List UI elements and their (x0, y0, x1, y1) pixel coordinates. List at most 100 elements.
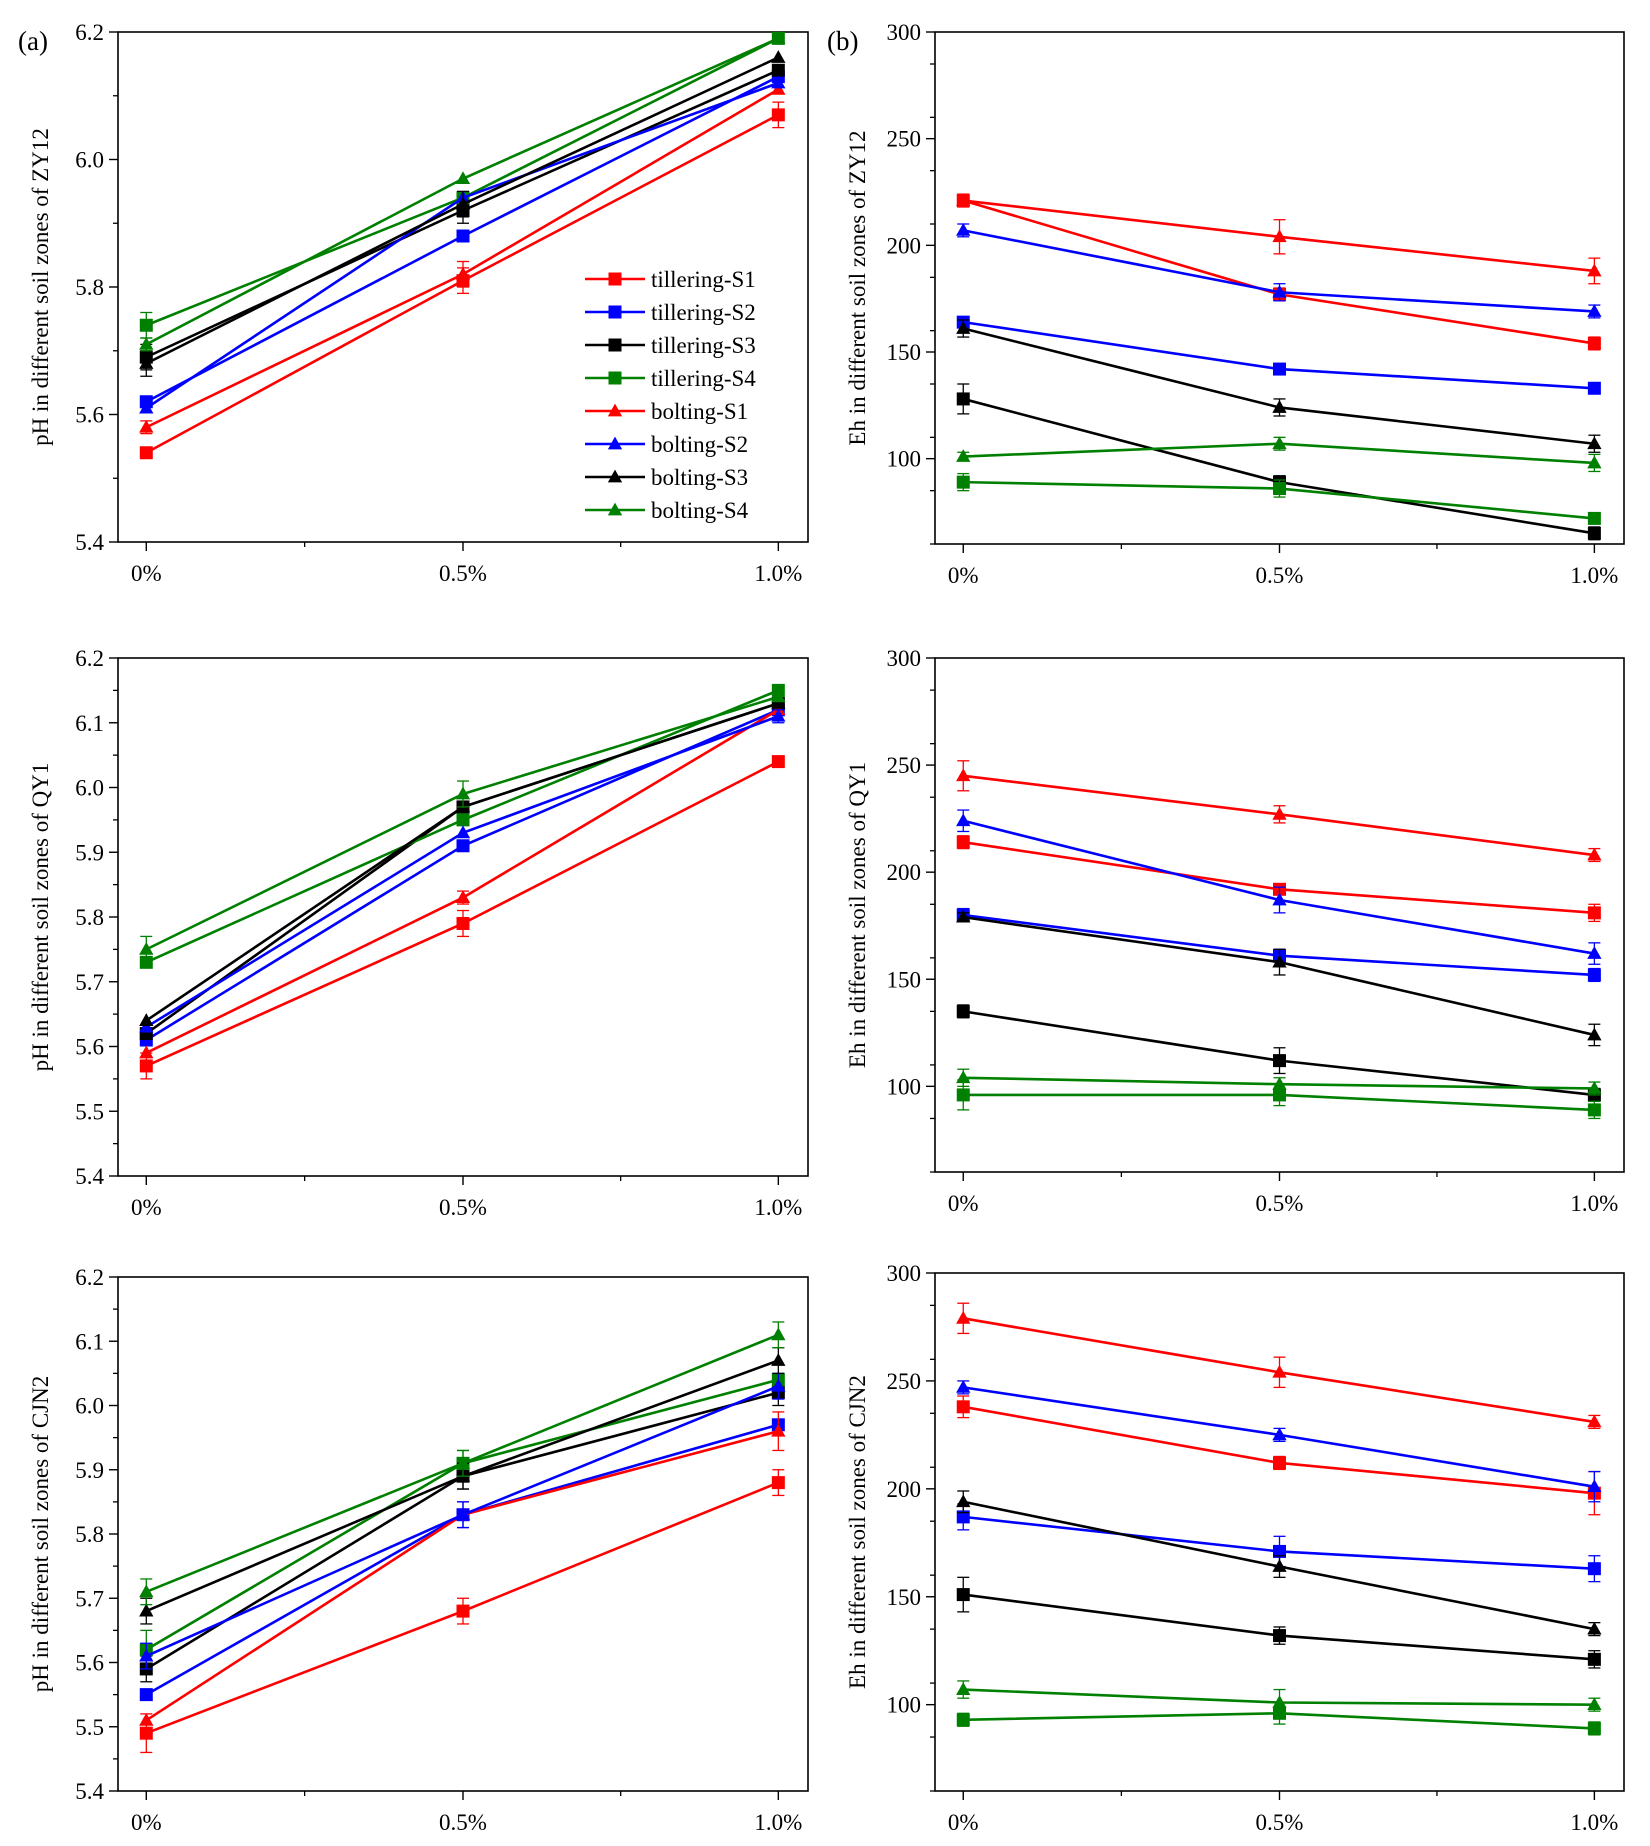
data-point (1587, 381, 1601, 395)
series-line (145, 1359, 779, 1613)
x-tick-label: 0.5% (1256, 563, 1304, 588)
chart-ph-cjn2: 5.4 5.5 5.6 5.7 5.8 5.9 6.0 6.1 6.2 0% 0.5% 1.0% pH … (28, 1265, 809, 1835)
data-point (1272, 436, 1287, 450)
y-tick-label: 150 (887, 967, 922, 992)
data-point (139, 318, 153, 332)
series-bolting-s4 (956, 1068, 1602, 1096)
panel-tag-a: (a) (18, 26, 48, 56)
series-bolting-s3 (139, 1347, 786, 1625)
data-point (1587, 1652, 1601, 1666)
series-bolting-s2 (956, 222, 1602, 319)
legend-marker (607, 436, 623, 450)
data-point (956, 222, 971, 236)
plot-frame (117, 1276, 809, 1792)
y-axis-title: pH in different soil zones of CJN2 (28, 1376, 53, 1692)
data-point (455, 1455, 471, 1469)
y-axis-title: Eh in different soil zones of QY1 (845, 762, 870, 1068)
data-point (956, 1004, 970, 1018)
data-point (956, 1310, 971, 1324)
data-point (139, 400, 154, 414)
data-point (956, 475, 970, 489)
chart-ph-zy12: 5.4 5.6 5.8 6.0 6.2 0% 0.5% 1.0% pH in different… (28, 20, 809, 586)
series-tillering-s2 (956, 1503, 1601, 1583)
legend-item: tillering-S1 (585, 267, 756, 292)
y-tick-label: 300 (887, 646, 922, 671)
data-point (455, 266, 471, 280)
data-point (456, 229, 470, 243)
series-bolting-s1 (139, 702, 786, 1059)
y-tick-label: 100 (887, 1693, 922, 1718)
data-point (1587, 455, 1602, 469)
series-line (963, 1405, 1595, 1495)
data-point (1273, 482, 1286, 496)
data-point (1272, 400, 1287, 413)
data-point (139, 941, 154, 955)
data-point (1272, 806, 1287, 820)
data-point (956, 449, 971, 462)
series-line (145, 1391, 779, 1671)
series-bolting-s2 (956, 809, 1602, 965)
y-tick-label: 200 (887, 860, 922, 885)
y-tick-label: 5.9 (75, 1458, 104, 1483)
series-tillering-s1 (956, 1395, 1601, 1516)
series-line (145, 702, 779, 1035)
x-tick-label: 0% (131, 1810, 162, 1835)
data-point (956, 813, 971, 827)
y-tick-label: 5.6 (75, 1035, 104, 1060)
series-bolting-s2 (139, 708, 786, 1033)
legend-item: bolting-S1 (585, 399, 748, 424)
data-point (1273, 362, 1286, 376)
data-point (771, 50, 786, 63)
data-point (455, 825, 471, 839)
y-axis-title: pH in different soil zones of QY1 (28, 763, 53, 1072)
data-point (1273, 1088, 1286, 1102)
legend-item: bolting-S4 (585, 498, 749, 523)
data-point (1587, 1621, 1602, 1635)
y-axis-title: Eh in different soil zones of CJN2 (845, 1375, 870, 1689)
x-tick-label: 0.5% (439, 1195, 487, 1220)
data-point (1273, 1544, 1286, 1558)
y-tick-label: 6.1 (75, 711, 104, 736)
legend-label: tillering-S3 (651, 333, 756, 358)
x-tick-label: 1.0% (754, 1195, 802, 1220)
series-bolting-s1 (956, 193, 1602, 285)
panel-tag-b: (b) (827, 26, 858, 56)
series-bolting-s1 (956, 760, 1602, 863)
series-bolting-s2 (956, 1379, 1602, 1503)
x-tick-label: 0.5% (1256, 1191, 1304, 1216)
data-point (455, 1507, 471, 1521)
data-point (1587, 1103, 1601, 1117)
data-point (456, 1604, 470, 1618)
legend-label: tillering-S2 (651, 300, 756, 325)
legend-label: bolting-S4 (651, 498, 749, 523)
series-tillering-s3 (956, 1576, 1601, 1669)
series-line (962, 199, 1595, 345)
series-line (962, 397, 1595, 535)
data-point (455, 171, 471, 185)
data-point (956, 1588, 970, 1602)
series-bolting-s4 (956, 436, 1602, 473)
series-line (963, 320, 1595, 390)
y-tick-label: 300 (887, 1261, 922, 1286)
data-point (956, 1713, 970, 1727)
series-bolting-s4 (956, 1680, 1602, 1717)
series-tillering-s1 (956, 193, 1601, 351)
x-tick-label: 1.0% (1570, 563, 1618, 588)
legend-marker (608, 371, 622, 385)
x-tick-label: 1.0% (754, 1810, 802, 1835)
x-tick-label: 0% (948, 1810, 979, 1835)
data-point (771, 1378, 786, 1392)
data-point (1272, 1695, 1287, 1708)
data-point (771, 1327, 786, 1341)
data-point (139, 419, 154, 433)
data-point (456, 839, 470, 853)
y-tick-label: 250 (887, 1369, 922, 1394)
legend-item: bolting-S3 (585, 465, 748, 490)
data-point (455, 890, 471, 903)
series-line (145, 708, 779, 1042)
data-point (1587, 1479, 1602, 1493)
y-tick-label: 6.2 (75, 646, 104, 671)
x-tick-label: 0% (948, 563, 979, 588)
y-tick-label: 5.6 (75, 1651, 104, 1676)
data-point (1587, 1027, 1602, 1041)
